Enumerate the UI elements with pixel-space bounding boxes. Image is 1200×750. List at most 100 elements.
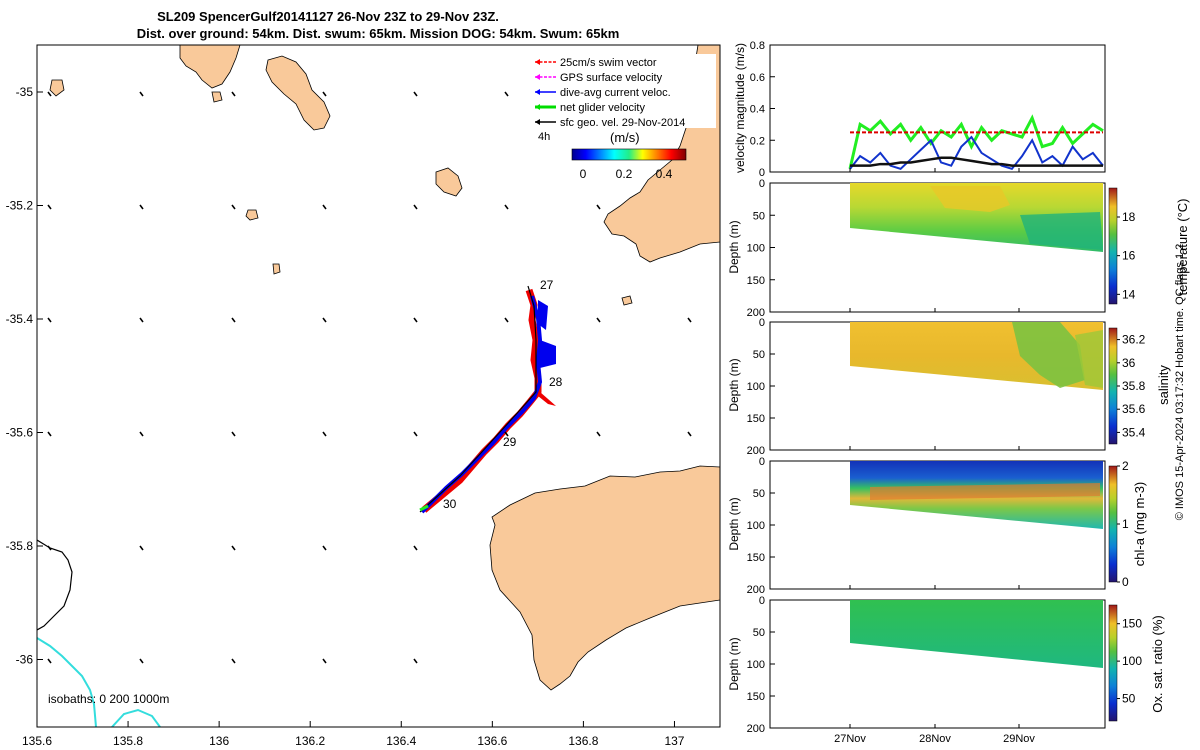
land-kangaroo-island — [489, 465, 720, 691]
map-x-tick-label: 137 — [664, 734, 684, 748]
map-frame — [36, 44, 721, 728]
legend-label: GPS surface velocity — [560, 72, 663, 84]
speed-colorbar — [571, 148, 687, 161]
title-line-1: SL209 SpencerGulf20141127 26-Nov 23Z to … — [157, 9, 499, 24]
depth-tick-label: 200 — [747, 723, 765, 735]
geo-velocity-arrow — [413, 431, 418, 437]
colorbar-tick-label: 100 — [1122, 654, 1142, 668]
legend-label: sfc geo. vel. 29-Nov-2014 — [560, 117, 685, 129]
geo-velocity-arrow — [504, 317, 509, 323]
depth-tick-label: 150 — [747, 552, 765, 564]
salinity-patch-2 — [1075, 330, 1103, 388]
geo-velocity-arrow — [322, 204, 327, 210]
velocity-y-tick-label: 0.8 — [750, 40, 765, 52]
velocity-y-tick-label: 0.6 — [750, 72, 765, 84]
salinity-ylabel: Depth (m) — [727, 358, 741, 411]
depth-tick-label: 50 — [753, 627, 765, 639]
map-y-tick-label: -35.4 — [6, 312, 34, 326]
velocity-series-line — [849, 135, 1104, 170]
geo-velocity-arrow — [47, 545, 52, 551]
temperature-ylabel: Depth (m) — [727, 220, 741, 273]
title-line-2: Dist. over ground: 54km. Dist. swum: 65k… — [137, 26, 620, 41]
temperature-colorbar — [1108, 187, 1118, 305]
temperature-panel: Depth (m) temperature (°C) — [727, 182, 1190, 313]
map-y-tick-label: -35.6 — [6, 426, 34, 440]
isobath-1000m-b — [111, 708, 161, 727]
geo-velocity-arrow — [596, 317, 601, 323]
scale-label: 4h — [538, 131, 550, 143]
glider-current-bulge — [540, 340, 556, 368]
map-x-tick-label: 136.2 — [295, 734, 325, 748]
oxygen-panel: Depth (m) Ox. sat. ratio (%) — [727, 599, 1165, 729]
geo-velocity-arrow — [139, 317, 144, 323]
geo-velocity-arrow — [139, 545, 144, 551]
time-tick-label: 27Nov — [834, 733, 866, 745]
salinity-colorbar — [1108, 327, 1118, 445]
depth-tick-label: 0 — [759, 317, 765, 329]
geo-velocity-arrow — [231, 204, 236, 210]
chl-cblabel: chl-a (mg m-3) — [1132, 482, 1147, 567]
colorbar-tick-label: 16 — [1122, 249, 1136, 263]
heatmap-axes-ticks: 05010015020014161805010015020035.435.635… — [747, 178, 1146, 735]
geo-velocity-arrow — [139, 658, 144, 664]
salinity-fresh-patch — [1012, 322, 1085, 388]
depth-tick-label: 150 — [747, 691, 765, 703]
depth-tick-label: 100 — [747, 659, 765, 671]
geo-velocity-arrow — [231, 431, 236, 437]
land-island-2 — [265, 55, 331, 131]
geo-velocity-arrow — [47, 91, 52, 97]
legend-arrowhead — [535, 104, 540, 110]
geo-velocity-arrow — [413, 545, 418, 551]
temperature-warm-patch — [930, 186, 1010, 212]
velocity-axes — [769, 44, 1106, 173]
velocity-y-tick-label: 0.4 — [750, 104, 765, 116]
oxygen-field — [850, 600, 1103, 668]
temperature-cblabel: temperature (°C) — [1175, 199, 1190, 296]
geo-velocity-arrow — [596, 204, 601, 210]
chl-colorbar — [1108, 465, 1118, 583]
velocity-series — [848, 114, 1104, 170]
day-label-30: 30 — [443, 497, 457, 511]
glider-current-bulge-2 — [538, 300, 548, 330]
colorbar-tick-0: 0 — [580, 167, 587, 181]
depth-tick-label: 50 — [753, 349, 765, 361]
geo-velocity-arrow — [47, 431, 52, 437]
temperature-cool-patch — [1020, 212, 1103, 250]
geo-velocity-arrow — [139, 431, 144, 437]
geo-velocity-arrow — [413, 91, 418, 97]
map-y-tick-label: -36 — [16, 653, 34, 667]
land-island-1 — [179, 45, 241, 89]
isobath-1000m — [37, 637, 97, 727]
velocity-series-line — [850, 156, 1103, 167]
geo-velocity-arrow — [231, 545, 236, 551]
colorbar-tick-1: 0.2 — [616, 167, 633, 181]
geo-velocity-arrow — [322, 545, 327, 551]
map-panel: 135.6 135.8 136 136.2 136.4 136.6 136.8 137 -35… — [6, 44, 721, 748]
legend-arrowhead — [535, 74, 540, 80]
colorbar-tick-label: 2 — [1122, 459, 1129, 473]
salinity-panel: Depth (m) salinity — [727, 321, 1171, 451]
colorbar-tick-label: 35.6 — [1122, 402, 1146, 416]
map-x-axis: 135.6 135.8 136 136.2 136.4 136.6 136.8 137 — [22, 721, 685, 748]
depth-tick-label: 100 — [747, 243, 765, 255]
map-y-axis: -35 -35.2 -35.4 -35.6 -35.8 -36 — [6, 85, 43, 667]
depth-tick-label: 0 — [759, 178, 765, 190]
land-island-7 — [621, 295, 633, 306]
colorbar-tick-label: 0 — [1122, 575, 1129, 589]
depth-tick-label: 200 — [747, 307, 765, 319]
oxygen-ylabel: Depth (m) — [727, 637, 741, 690]
colorbar-label: (m/s) — [610, 130, 640, 145]
geo-velocity-arrow — [231, 317, 236, 323]
depth-tick-label: 150 — [747, 413, 765, 425]
velocity-y-axis: 0 0.2 0.4 0.6 0.8 — [750, 40, 775, 179]
land-island-3 — [435, 167, 463, 197]
chl-ylabel: Depth (m) — [727, 497, 741, 550]
map-x-tick-label: 136 — [209, 734, 229, 748]
depth-tick-label: 150 — [747, 275, 765, 287]
side-note: © IMOS 15-Apr-2024 03:17:32 Hobart time.… — [1174, 244, 1186, 521]
legend-arrowhead — [535, 89, 540, 95]
land-island-4 — [49, 79, 65, 97]
oxygen-cblabel: Ox. sat. ratio (%) — [1150, 615, 1165, 713]
depth-tick-label: 100 — [747, 381, 765, 393]
